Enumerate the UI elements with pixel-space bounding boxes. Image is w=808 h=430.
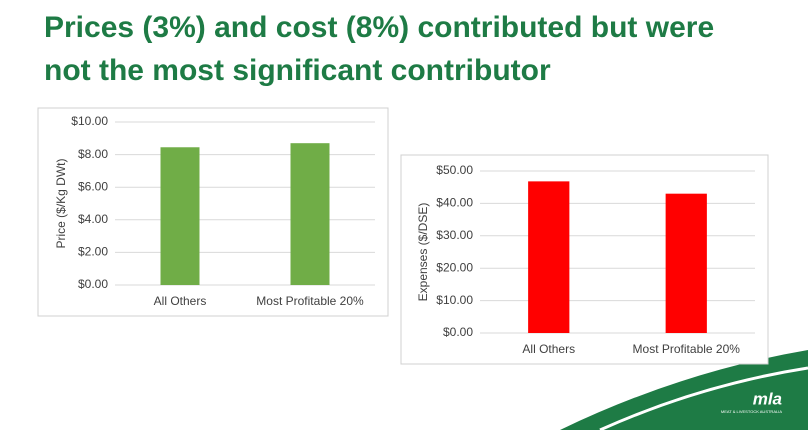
- swoosh-line: [599, 366, 808, 430]
- logo-name: mla: [753, 389, 782, 408]
- y-tick-label: $20.00: [436, 260, 473, 274]
- swoosh: [560, 350, 808, 430]
- x-tick-label: All Others: [154, 294, 207, 308]
- logo-tagline: MEAT & LIVESTOCK AUSTRALIA: [721, 409, 782, 414]
- y-tick-label: $6.00: [78, 179, 108, 193]
- y-tick-label: $2.00: [78, 245, 108, 259]
- y-tick-label: $50.00: [436, 163, 473, 177]
- bar: [160, 147, 200, 285]
- y-axis-title: Price ($/Kg DWt): [54, 158, 68, 248]
- x-tick-label: Most Profitable 20%: [256, 294, 364, 308]
- chart-frame: [37, 107, 389, 317]
- bar: [528, 181, 570, 333]
- y-tick-label: $40.00: [436, 196, 473, 210]
- y-tick-label: $8.00: [78, 147, 108, 161]
- y-tick-label: $4.00: [78, 212, 108, 226]
- y-axis-title: Expenses ($/DSE): [416, 203, 430, 302]
- bar: [665, 193, 707, 333]
- y-tick-label: $30.00: [436, 228, 473, 242]
- slide-title: Prices (3%) and cost (8%) contributed bu…: [44, 11, 715, 87]
- y-tick-label: $0.00: [443, 325, 473, 339]
- x-tick-label: All Others: [522, 342, 575, 356]
- x-tick-label: Most Profitable 20%: [633, 342, 741, 356]
- y-tick-label: $10.00: [71, 114, 108, 128]
- y-tick-label: $0.00: [78, 277, 108, 291]
- bar: [290, 143, 330, 285]
- y-tick-label: $10.00: [436, 293, 473, 307]
